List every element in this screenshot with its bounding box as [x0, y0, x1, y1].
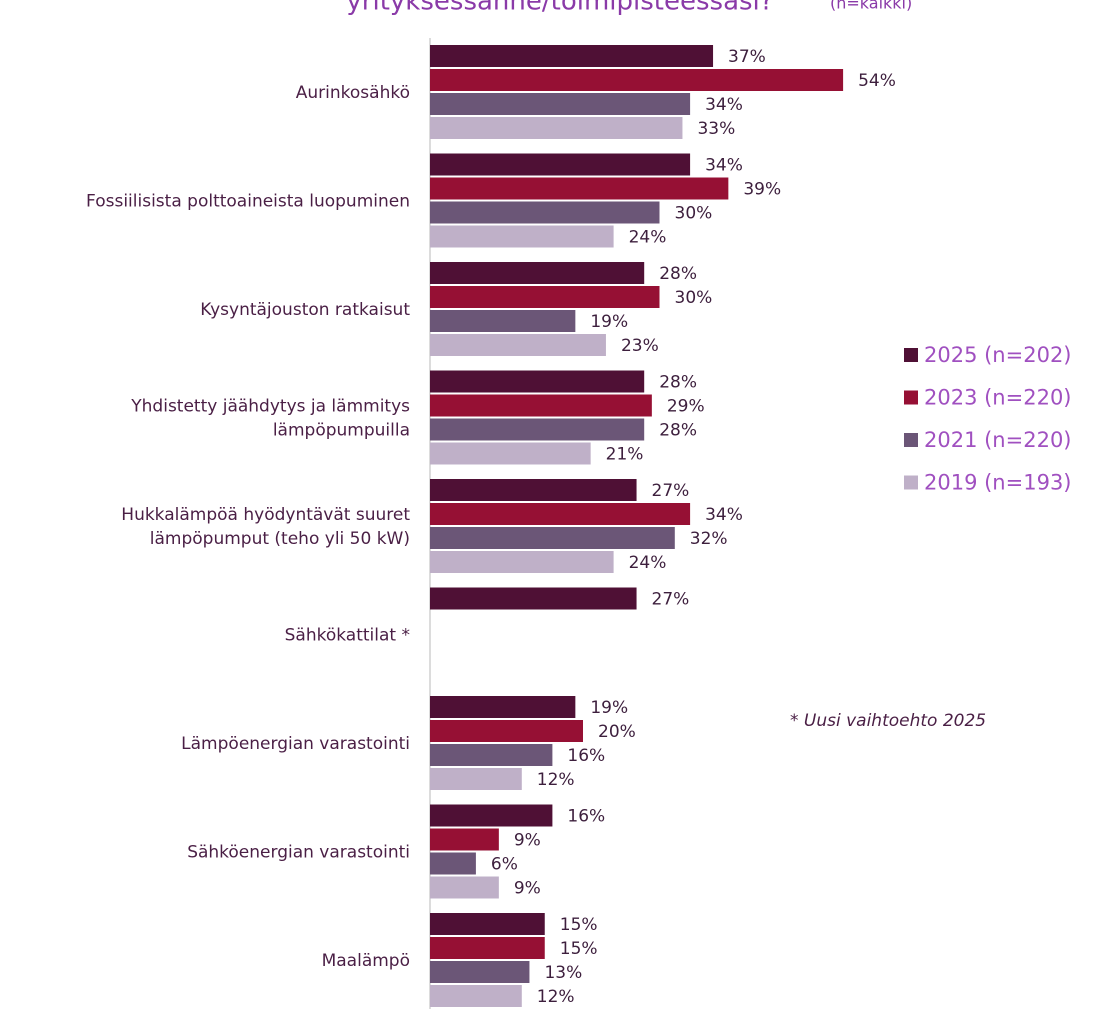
legend-label: 2023 (n=220): [924, 386, 1072, 410]
bar: [430, 334, 606, 356]
value-label: 54%: [858, 71, 896, 91]
bar: [430, 69, 844, 91]
category-label: Yhdistetty jäähdytys ja lämmitys lämpöpum…: [130, 397, 410, 441]
value-label: 30%: [675, 288, 713, 308]
bar: [430, 852, 476, 875]
value-label: 19%: [590, 312, 628, 332]
legend-label: 2025 (n=202): [924, 343, 1072, 367]
legend-swatch: [904, 475, 918, 490]
category-label: Kysyntäjouston ratkaisut: [200, 300, 410, 320]
bar: [430, 828, 499, 851]
value-label: 23%: [621, 336, 659, 356]
bar: [430, 442, 591, 465]
value-label: 27%: [652, 481, 690, 501]
bar: [430, 479, 637, 501]
bar: [430, 937, 545, 959]
category-label: Maalämpö: [322, 951, 410, 971]
value-label: 24%: [629, 228, 667, 248]
value-label: 12%: [537, 987, 575, 1007]
value-label: 13%: [544, 963, 582, 983]
bar: [430, 961, 530, 983]
bar: [430, 551, 614, 573]
value-label: 16%: [567, 807, 605, 827]
value-label: 12%: [537, 770, 575, 790]
chart-subtitle: (n=kaikki): [830, 0, 912, 13]
category-label: Fossiilisista polttoaineista luopuminen: [86, 192, 410, 212]
bar: [430, 93, 691, 115]
value-label: 24%: [629, 553, 667, 573]
value-label: 21%: [606, 445, 644, 465]
bar: [430, 527, 675, 549]
value-label: 37%: [728, 47, 766, 67]
bar: [430, 768, 522, 790]
bar: [430, 985, 522, 1007]
value-label: 28%: [659, 264, 697, 284]
value-label: 39%: [743, 180, 781, 200]
value-label: 20%: [598, 722, 636, 742]
bar: [430, 177, 729, 200]
bar: [430, 696, 576, 718]
bar: [430, 720, 583, 742]
bar: [430, 804, 553, 827]
bar: [430, 45, 714, 67]
bar: [430, 117, 683, 139]
value-label: 9%: [514, 831, 541, 851]
value-label: 27%: [652, 590, 690, 610]
legend-label: 2021 (n=220): [924, 428, 1072, 452]
bar: [430, 262, 645, 284]
value-label: 29%: [667, 397, 705, 417]
bar: [430, 225, 614, 248]
category-label: Hukkalämpöä hyödyntävät suuret lämpöpumpu…: [121, 505, 410, 549]
value-label: 16%: [567, 746, 605, 766]
bar: [430, 503, 691, 525]
category-label: Sähköenergian varastointi: [187, 843, 410, 863]
value-label: 34%: [705, 156, 743, 176]
value-label: 33%: [697, 119, 735, 139]
bar: [430, 418, 645, 441]
legend-swatch: [904, 390, 918, 405]
bar: [430, 744, 553, 766]
value-label: 19%: [590, 698, 628, 718]
value-label: 28%: [659, 421, 697, 441]
bar: [430, 876, 499, 899]
value-label: 6%: [491, 855, 518, 875]
category-label: Lämpöenergian varastointi: [181, 734, 410, 754]
bar: [430, 310, 576, 332]
bar: [430, 394, 652, 417]
value-label: 15%: [560, 915, 598, 935]
bar: [430, 370, 645, 393]
value-label: 30%: [675, 204, 713, 224]
bar: [430, 913, 545, 935]
value-label: 9%: [514, 879, 541, 899]
legend-swatch: [904, 433, 918, 447]
annotation: * Uusi vaihtoehto 2025: [790, 711, 986, 731]
value-label: 32%: [690, 529, 728, 549]
category-label: Aurinkosähkö: [296, 83, 410, 103]
value-label: 15%: [560, 939, 598, 959]
category-label: Sähkökattilat *: [285, 626, 410, 646]
bar: [430, 201, 660, 224]
bar: [430, 587, 637, 610]
chart-title: yrityksessänne/toimipisteessäsi?: [346, 0, 773, 17]
value-label: 34%: [705, 95, 743, 115]
legend-label: 2019 (n=193): [924, 471, 1072, 495]
bar: [430, 286, 660, 308]
bar: [430, 153, 691, 176]
value-label: 34%: [705, 505, 743, 525]
legend-swatch: [904, 348, 918, 362]
value-label: 28%: [659, 373, 697, 393]
